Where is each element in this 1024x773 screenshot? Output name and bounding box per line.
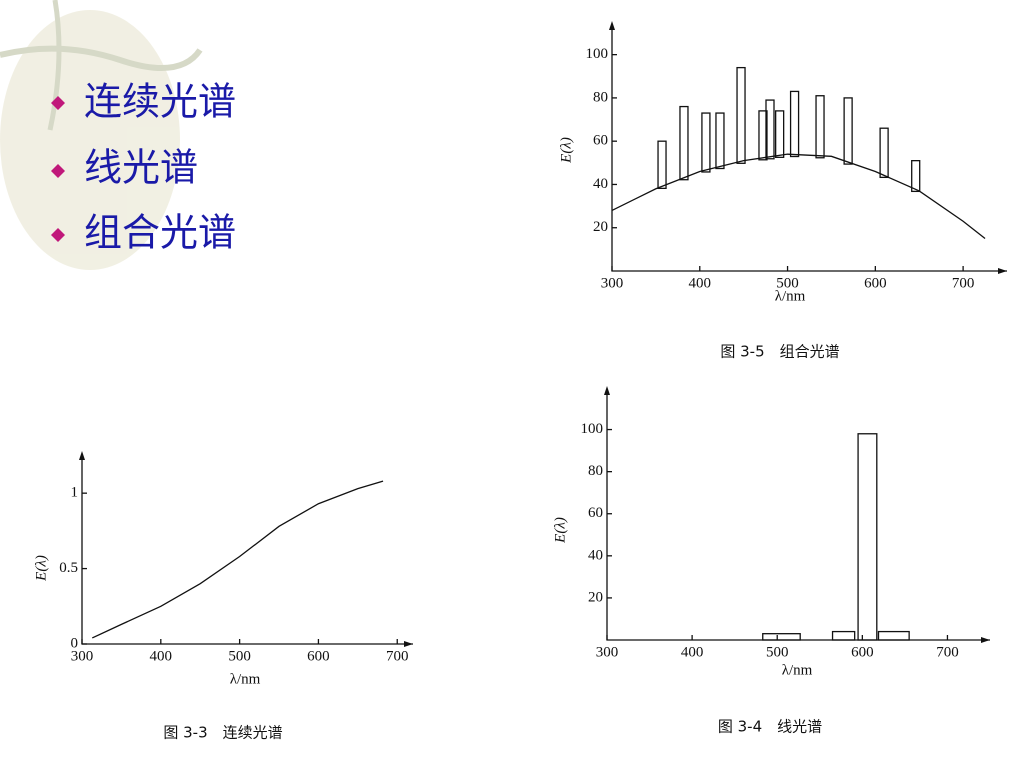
bar (701, 112, 711, 173)
x-tick-label: 600 (307, 648, 330, 664)
x-tick-label: 600 (851, 644, 874, 660)
x-tick-label: 500 (776, 275, 799, 291)
x-tick-label: 400 (150, 648, 173, 664)
bullet-text: 线光谱 (84, 146, 198, 190)
bar (911, 160, 921, 193)
x-tick-label: 400 (681, 644, 704, 660)
bar (815, 95, 825, 159)
bar (857, 433, 878, 641)
bar (775, 110, 785, 158)
y-tick-label: 60 (593, 133, 608, 149)
x-tick-label: 400 (689, 275, 712, 291)
bar (715, 112, 725, 170)
y-axis-label: E(λ) (33, 555, 49, 582)
caption: 图 3-3 连续光谱 (163, 724, 282, 742)
bullet-icon (51, 228, 65, 242)
x-tick-label: 300 (596, 644, 619, 660)
bar (736, 66, 746, 164)
y-tick-label: 80 (593, 89, 608, 105)
y-tick-label: 100 (586, 46, 609, 62)
bar (679, 105, 689, 181)
x-tick-label: 300 (601, 275, 624, 291)
curve (611, 153, 986, 240)
y-axis-label: E(λ) (552, 517, 568, 544)
bar (762, 633, 801, 641)
bar (657, 140, 667, 190)
bar (877, 630, 910, 641)
x-axis-label: λ/nm (230, 671, 261, 687)
bar (879, 127, 889, 179)
axis-arrow (609, 21, 1007, 274)
axes (611, 25, 1007, 272)
x-tick-label: 700 (386, 648, 409, 664)
y-tick-label: 40 (588, 547, 603, 563)
y-tick-label: 0 (71, 635, 79, 651)
curve (91, 480, 384, 639)
y-tick-label: 80 (588, 463, 603, 479)
x-tick-label: 700 (952, 275, 975, 291)
x-tick-label: 500 (766, 644, 789, 660)
axis-arrow (604, 386, 990, 643)
x-tick-label: 300 (71, 648, 94, 664)
caption: 图 3-4 线光谱 (718, 718, 822, 736)
y-tick-label: 20 (593, 219, 608, 235)
y-axis-label: E(λ) (558, 137, 574, 164)
bullet-text: 连续光谱 (84, 80, 236, 124)
x-tick-label: 600 (864, 275, 887, 291)
bar (831, 630, 856, 641)
bullet-icon (51, 96, 66, 110)
decoration (0, 0, 203, 270)
bar (789, 90, 800, 158)
y-tick-label: 0.5 (59, 560, 78, 576)
y-tick-label: 20 (588, 589, 603, 605)
y-tick-label: 40 (593, 176, 608, 192)
y-tick-label: 60 (588, 505, 603, 521)
axes (81, 455, 413, 645)
bar (843, 97, 853, 165)
axis-arrow (79, 451, 413, 647)
caption: 图 3-5 组合光谱 (720, 343, 839, 361)
bullet-icon (51, 164, 65, 178)
x-axis-label: λ/nm (775, 288, 806, 304)
axes (606, 390, 990, 641)
bar (758, 110, 768, 161)
x-axis-label: λ/nm (782, 662, 813, 678)
x-tick-label: 500 (228, 648, 251, 664)
y-tick-label: 100 (581, 421, 604, 437)
bar (765, 99, 775, 160)
y-tick-label: 1 (71, 485, 79, 501)
x-tick-label: 700 (936, 644, 959, 660)
bullet-text: 组合光谱 (84, 211, 236, 255)
